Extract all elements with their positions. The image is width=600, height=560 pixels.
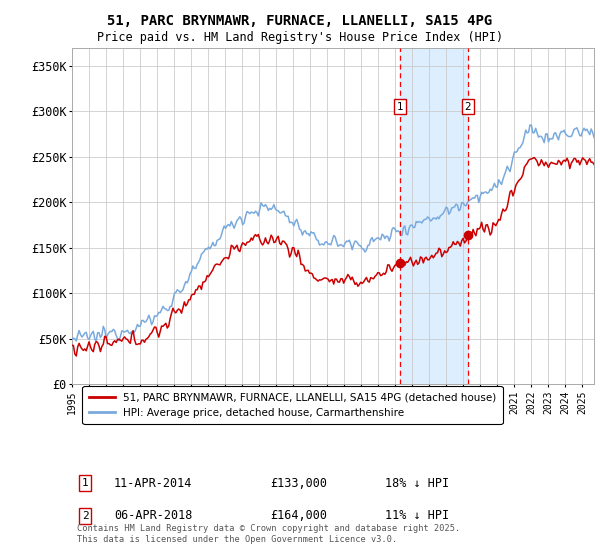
Text: 11% ↓ HPI: 11% ↓ HPI [385, 510, 449, 522]
Text: 51, PARC BRYNMAWR, FURNACE, LLANELLI, SA15 4PG: 51, PARC BRYNMAWR, FURNACE, LLANELLI, SA… [107, 14, 493, 28]
Text: 2: 2 [82, 511, 88, 521]
Bar [400, 48, 467, 385]
Text: 2: 2 [464, 102, 471, 112]
Legend: 51, PARC BRYNMAWR, FURNACE, LLANELLI, SA15 4PG (detached house), HPI: Average pr: 51, PARC BRYNMAWR, FURNACE, LLANELLI, SA… [82, 386, 503, 424]
Text: £133,000: £133,000 [271, 477, 328, 489]
Text: £164,000: £164,000 [271, 510, 328, 522]
Text: Price paid vs. HM Land Registry's House Price Index (HPI): Price paid vs. HM Land Registry's House … [97, 31, 503, 44]
Text: Contains HM Land Registry data © Crown copyright and database right 2025.
This d: Contains HM Land Registry data © Crown c… [77, 525, 460, 544]
Text: 1: 1 [397, 102, 403, 112]
Text: 18% ↓ HPI: 18% ↓ HPI [385, 477, 449, 489]
Text: 1: 1 [82, 478, 88, 488]
Text: 11-APR-2014: 11-APR-2014 [114, 477, 192, 489]
Text: 06-APR-2018: 06-APR-2018 [114, 510, 192, 522]
